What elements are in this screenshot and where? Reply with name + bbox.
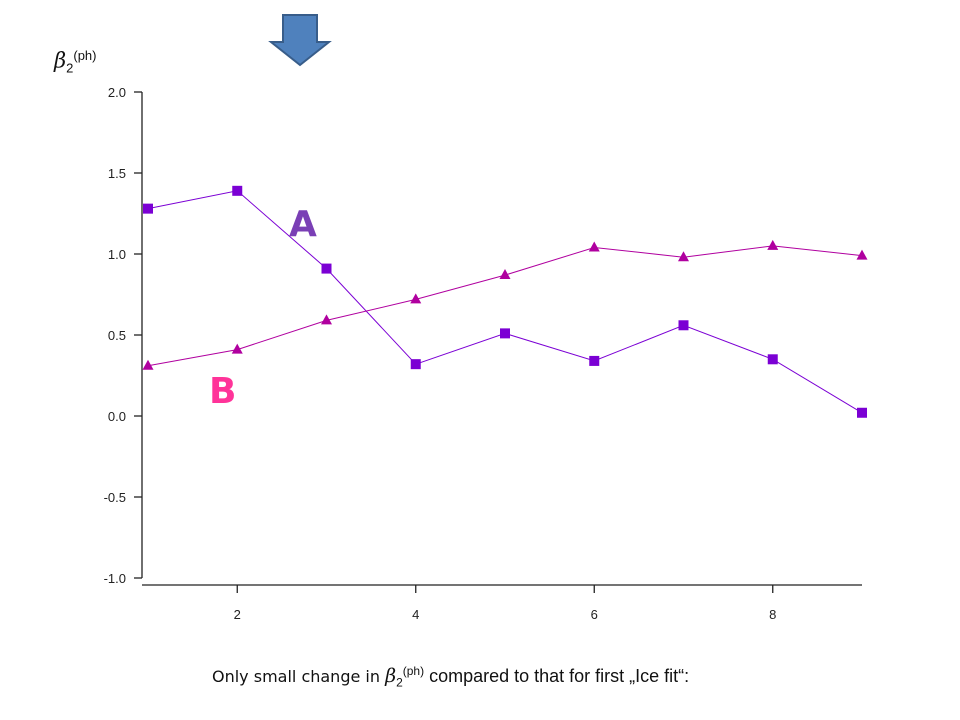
y-tick-label: 0.0	[108, 409, 126, 424]
y-axis-label-sup: (ph)	[73, 48, 97, 63]
caption-symbol: β	[385, 665, 397, 687]
x-tick-label: 4	[412, 607, 419, 622]
x-tick-label: 8	[769, 607, 776, 622]
series-b-line	[147, 245, 863, 367]
series-b-point	[856, 249, 868, 260]
y-tick-label: 0.5	[108, 328, 126, 343]
caption-sub: 2	[396, 675, 403, 690]
series-b-point	[767, 239, 779, 250]
x-tick-label: 6	[591, 607, 598, 622]
series-b-point	[588, 241, 600, 252]
series-b-point	[499, 269, 511, 280]
series-b-point	[231, 343, 243, 354]
series-b-point	[410, 293, 422, 304]
y-tick-label: 1.5	[108, 166, 126, 181]
series-a-point	[500, 328, 510, 339]
series-a-point	[321, 263, 332, 274]
y-tick-label: 1.0	[108, 247, 126, 262]
y-axis-label-symbol: β	[54, 48, 67, 73]
series-b-point	[321, 314, 332, 325]
down-arrow-icon	[268, 14, 332, 67]
series-a-point	[589, 355, 600, 366]
series-label-a: A	[289, 204, 317, 245]
series-b-point	[142, 359, 154, 370]
series-a-point	[678, 320, 689, 331]
plot-series	[142, 185, 868, 418]
slide-caption: Only small change in β2(ph) compared to …	[212, 664, 689, 690]
series-a-line	[147, 190, 863, 414]
x-tick-label: 2	[234, 607, 241, 622]
series-b	[142, 239, 868, 370]
y-tick-label: 2.0	[108, 85, 126, 100]
caption-text-2: compared to that for first „Ice fit“:	[424, 666, 690, 686]
caption-sup: (ph)	[402, 664, 425, 678]
series-a	[143, 185, 867, 418]
series-b-point	[678, 251, 689, 262]
series-label-b: B	[209, 371, 236, 412]
series-a-point	[143, 203, 153, 214]
series-a-point	[232, 185, 243, 196]
series-a-point	[410, 359, 421, 370]
y-axis-label: β2(ph)	[54, 48, 97, 76]
y-axis-label-sub: 2	[66, 60, 74, 76]
series-a-point	[857, 407, 867, 418]
caption-text-1: Only small change in	[212, 667, 386, 686]
axes: -1.0 -0.5 0.0 0.5 1.0 1.5 2.0 2 4 6 8	[104, 85, 862, 622]
y-tick-label: -1.0	[104, 571, 126, 586]
series-a-point	[767, 354, 778, 365]
y-tick-label: -0.5	[104, 490, 126, 505]
